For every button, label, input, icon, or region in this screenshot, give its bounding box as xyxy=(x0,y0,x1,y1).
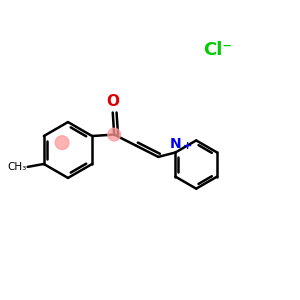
Circle shape xyxy=(108,128,121,141)
Text: N: N xyxy=(169,137,181,151)
Text: Cl⁻: Cl⁻ xyxy=(203,41,232,59)
Text: CH₃: CH₃ xyxy=(7,162,26,172)
Text: +: + xyxy=(183,141,192,151)
Text: O: O xyxy=(106,94,119,109)
Circle shape xyxy=(55,136,69,149)
